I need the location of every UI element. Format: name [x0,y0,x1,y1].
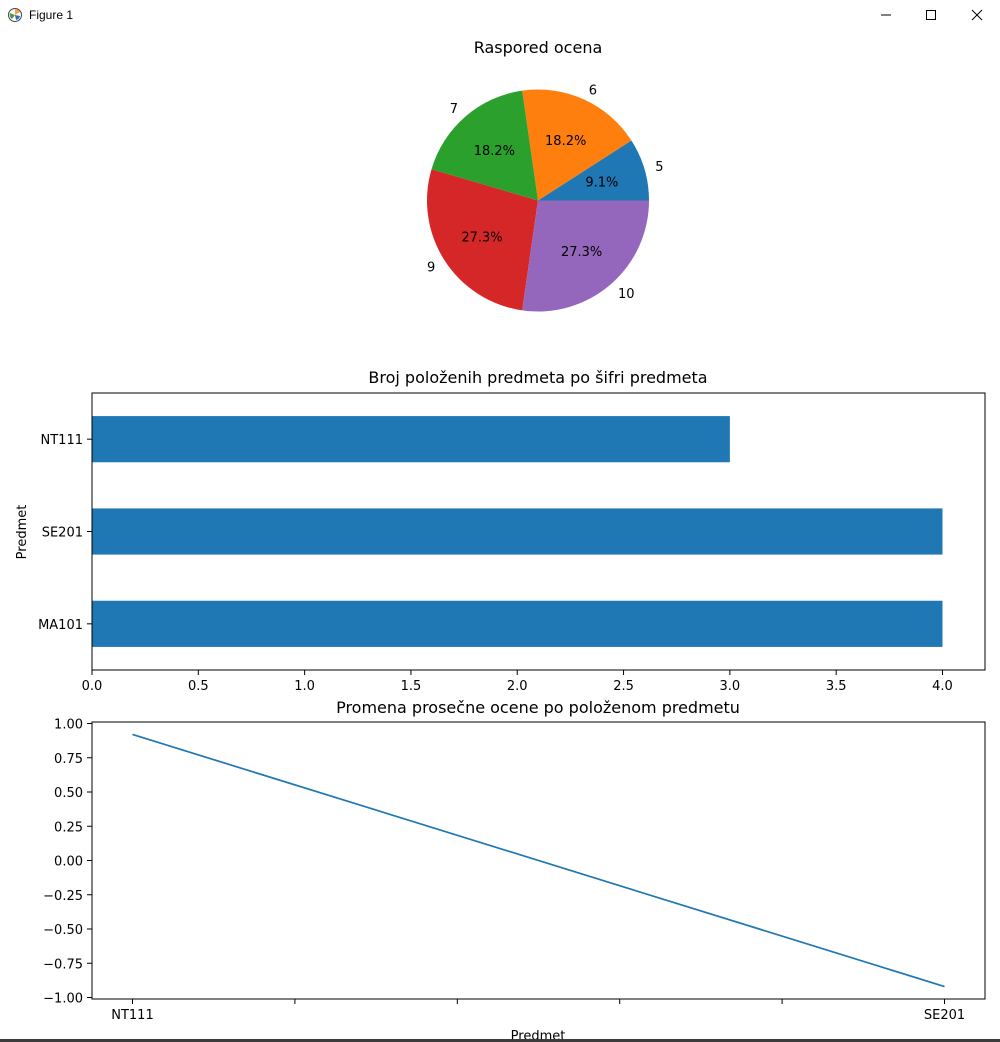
pie-category-label: 9 [427,261,435,276]
line-ytick-label: −0.50 [43,923,83,938]
bar-xtick-label: 3.5 [826,679,847,694]
line-series [132,733,945,988]
maximize-button[interactable] [908,0,954,30]
matplotlib-logo-icon [8,8,22,22]
line-ytick-label: −1.00 [43,992,83,1007]
pie-category-label: 6 [589,83,597,98]
bar-xtick-label: 4.0 [932,679,953,694]
pie-title: Raspored ocena [474,38,603,57]
pie-percent-label: 9.1% [585,176,618,191]
minimize-icon [881,14,891,16]
bar-NT111 [92,416,730,463]
bar-xtick-label: 2.5 [613,679,634,694]
bar-xtick-label: 0.0 [82,679,103,694]
line-xtick-label: NT111 [111,1008,153,1023]
line-ytick-label: 0.00 [54,855,83,870]
line-ytick-label: 0.75 [54,752,83,767]
bar-title: Broj položenih predmeta po šifri predmet… [368,368,707,387]
line-ytick-label: 1.00 [54,718,83,733]
bar-xtick-label: 1.0 [294,679,315,694]
bar-xtick-label: 3.0 [720,679,741,694]
line-xtick-label: SE201 [924,1008,965,1023]
bar-SE201 [92,508,943,555]
pie-percent-label: 18.2% [474,144,515,159]
bar-ytick-label: SE201 [42,526,83,541]
bar-ytick-label: NT111 [41,433,83,448]
bar-ylabel: Predmet [15,505,30,560]
line-ytick-label: −0.75 [43,957,83,972]
bar-chart: Broj položenih predmeta po šifri predmet… [15,368,986,694]
bar-ytick-label: MA101 [38,618,83,633]
bar-xtick-label: 1.5 [401,679,422,694]
window-bottom-edge [0,1039,1000,1042]
pie-slice-6 [522,89,632,201]
window-title: Figure 1 [29,8,74,22]
line-xlabel: Predmet [511,1029,566,1039]
bar-xtick-label: 0.5 [188,679,209,694]
pie-category-label: 5 [655,160,663,175]
line-ytick-label: −0.25 [43,889,83,904]
figure-canvas: Raspored ocena 9.1% 5 18.2% 6 18.2% 7 27.3% 9 27… [15,38,986,1039]
line-title: Promena prosečne ocene po položenom pred… [336,698,740,717]
window-titlebar: Figure 1 [0,0,1000,30]
pie-category-label: 10 [618,287,635,302]
pie-chart: Raspored ocena 9.1% 5 18.2% 6 18.2% 7 27.3% 9 27… [427,38,663,312]
line-ytick-label: 0.25 [54,820,83,835]
close-icon [971,9,983,21]
pie-percent-label: 18.2% [545,134,586,149]
pie-slice-7 [431,90,538,201]
pie-slice-10 [522,200,649,312]
pie-slice-5 [538,140,649,201]
line-ytick-label: 0.50 [54,786,83,801]
bar-xtick-label: 2.0 [507,679,528,694]
pie-slice-9 [427,169,538,311]
close-button[interactable] [954,0,1000,30]
pie-category-label: 7 [450,102,458,117]
line-chart: Promena prosečne ocene po položenom pred… [43,698,986,1039]
bar-MA101 [92,600,943,647]
maximize-icon [926,10,936,20]
pie-percent-label: 27.3% [561,245,602,260]
pie-percent-label: 27.3% [461,231,502,246]
minimize-button[interactable] [863,0,909,30]
